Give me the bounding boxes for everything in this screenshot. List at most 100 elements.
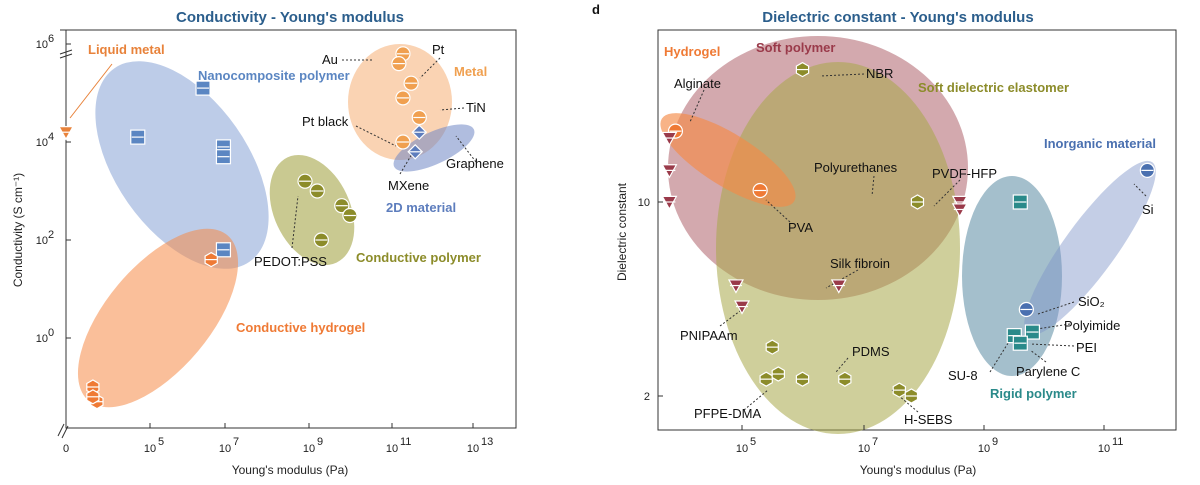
region-2d-material (393, 124, 475, 172)
annotation-pdms: PDMS (852, 344, 890, 359)
data-point (830, 279, 847, 294)
annotation-pfpe-dma: PFPE-DMA (694, 406, 762, 421)
y-tick: 10 0 (36, 327, 54, 345)
x-tick: 109 (303, 436, 323, 455)
region-inorganic (1024, 160, 1156, 336)
svg-text:10: 10 (1098, 443, 1110, 455)
svg-text:0: 0 (48, 327, 54, 339)
annotation-mxene: MXene (388, 178, 429, 193)
svg-text:10: 10 (736, 443, 748, 455)
axis-break (57, 29, 73, 439)
annotation-h-sebs: H-SEBS (904, 412, 953, 427)
y-ticks: 2 10 (638, 197, 650, 403)
annotation-parylene-c: Parylene C (1016, 364, 1080, 379)
x-zero-label: 0 (63, 443, 69, 455)
svg-text:7: 7 (872, 436, 878, 448)
svg-text:10: 10 (36, 333, 48, 345)
conductivity-chart: Conductivity - Young's modulus 105 107 1… (11, 9, 517, 477)
y-tick: 10 4 (36, 131, 54, 149)
x-axis-label: Young's modulus (Pa) (860, 463, 977, 477)
annotation-graphene: Graphene (446, 156, 504, 171)
data-markers (57, 46, 428, 410)
region-label-inorganic-material: Inorganic material (1044, 136, 1156, 151)
annotation-alginate: Alginate (674, 76, 721, 91)
region-label-rigid-polymer: Rigid polymer (990, 386, 1077, 401)
dielectric-chart: d Dielectric constant - Young's modulus … (592, 2, 1177, 477)
chart-title: Dielectric constant - Young's modulus (762, 9, 1033, 26)
svg-text:10: 10 (467, 443, 479, 455)
svg-text:4: 4 (48, 131, 54, 143)
data-point (733, 300, 751, 315)
annotation-si: Si (1142, 202, 1154, 217)
data-point (951, 203, 968, 218)
svg-text:10: 10 (144, 443, 156, 455)
y-tick: 10 (638, 197, 650, 209)
region-label-conductive-hydrogel: Conductive hydrogel (236, 320, 365, 335)
svg-text:10: 10 (978, 443, 990, 455)
annotation-arrows (69, 57, 477, 249)
y-tick: 10 6 (36, 33, 54, 51)
annotation-su-8: SU-8 (948, 368, 978, 383)
svg-text:9: 9 (317, 436, 323, 448)
annotation-nbr: NBR (866, 66, 893, 81)
annotation-pei: PEI (1076, 340, 1097, 355)
region-conductive-hydrogel (77, 228, 239, 408)
region-soft-dielectric-elastomer (716, 62, 960, 434)
plot-frame (657, 29, 1177, 431)
data-point (727, 279, 744, 294)
annotation-au: Au (322, 52, 338, 67)
x-tick: 105 (736, 436, 756, 455)
x-tick: 107 (219, 436, 239, 455)
data-point (661, 131, 678, 147)
svg-text:10: 10 (36, 137, 48, 149)
tick-marks (66, 43, 474, 428)
x-tick: 105 (144, 436, 164, 455)
plot-frame (65, 29, 517, 429)
annotation-polyimide: Polyimide (1064, 318, 1120, 333)
region-label-hydrogel: Hydrogel (664, 44, 720, 59)
region-label-conductive-polymer: Conductive polymer (356, 250, 481, 265)
annotation-pt-black: Pt black (302, 114, 349, 129)
svg-text:11: 11 (1112, 436, 1123, 448)
region-label-liquid-metal: Liquid metal (88, 42, 165, 57)
data-point (661, 195, 678, 211)
svg-text:10: 10 (36, 39, 48, 51)
region-label-soft-dielectric-elastomer: Soft dielectric elastomer (918, 80, 1069, 95)
region-conductive-polymer (269, 155, 355, 265)
svg-text:11: 11 (400, 436, 411, 448)
annotation-polyurethanes: Polyurethanes (814, 160, 898, 175)
annotation-sio2: SiO₂ (1078, 294, 1105, 309)
chart-title: Conductivity - Young's modulus (176, 9, 404, 26)
region-label-metal: Metal (454, 64, 487, 79)
x-axis-label: Young's modulus (Pa) (232, 463, 349, 477)
y-axis-label: Dielectric constant (615, 182, 629, 281)
annotation-pva: PVA (788, 220, 813, 235)
panel-letter: d (592, 2, 600, 17)
svg-text:9: 9 (992, 436, 998, 448)
region-label-2d-material: 2D material (386, 200, 456, 215)
svg-text:13: 13 (481, 436, 493, 448)
svg-text:2: 2 (48, 229, 54, 241)
svg-text:10: 10 (303, 443, 315, 455)
x-tick: 107 (858, 436, 878, 455)
x-tick: 109 (978, 436, 998, 455)
y-tick: 10 2 (36, 229, 54, 247)
svg-text:10: 10 (858, 443, 870, 455)
annotation-pvdf-hfp: PVDF-HFP (932, 166, 997, 181)
svg-text:5: 5 (158, 436, 164, 448)
region-nanocomposite-polymer (95, 61, 269, 269)
data-point (951, 195, 968, 211)
data-point (57, 125, 75, 141)
data-point (661, 164, 678, 179)
y-axis-label: Conductivity (S cm⁻¹) (11, 173, 25, 287)
y-ticks: 10 0 10 2 10 4 10 6 (36, 33, 54, 345)
svg-text:5: 5 (750, 436, 756, 448)
svg-text:10: 10 (386, 443, 398, 455)
annotation-tin: TiN (466, 100, 486, 115)
